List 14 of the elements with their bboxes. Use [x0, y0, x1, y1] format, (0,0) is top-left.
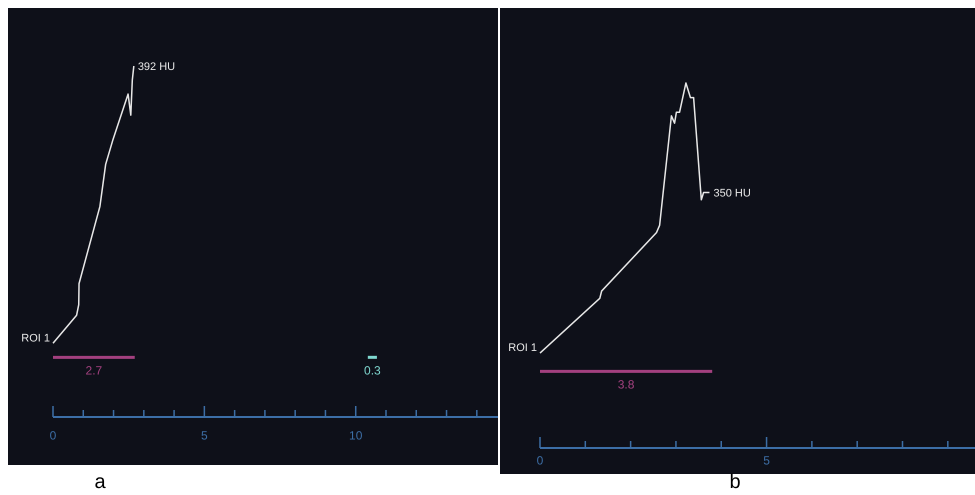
- text: a: [94, 471, 106, 493]
- annotation: 350 HU: [713, 188, 751, 200]
- text: b: [729, 471, 741, 493]
- annotation: 392 HU: [138, 61, 176, 73]
- x-tick-label: 10: [349, 428, 363, 443]
- series-label: 2.7: [86, 363, 103, 378]
- x-tick-label: 0: [50, 428, 57, 443]
- series-label: 0.3: [364, 363, 382, 378]
- x-tick-label: 5: [763, 454, 770, 468]
- x-tick-label: 0: [536, 454, 544, 468]
- annotation: ROI 1: [508, 342, 537, 354]
- annotation: ROI 1: [21, 332, 50, 344]
- x-tick-label: 5: [201, 428, 208, 443]
- series-label: 3.8: [618, 377, 635, 392]
